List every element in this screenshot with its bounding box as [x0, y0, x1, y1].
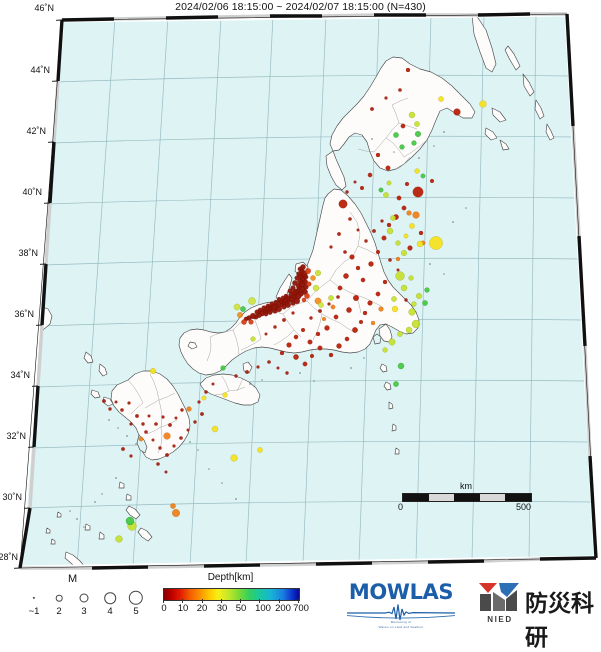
map-body [20, 14, 596, 568]
depth-tick-100: 100 [255, 603, 271, 614]
map-frame [17, 12, 599, 571]
depth-legend-title: Depth[km] [207, 572, 254, 583]
lat-label-46n: 46˚N [34, 3, 54, 13]
magnitude-label-5: 5 [133, 606, 139, 617]
magnitude-symbol-5 [128, 590, 144, 606]
depth-colorbar-ticks [163, 599, 299, 603]
lat-label-38n: 38˚N [18, 248, 38, 258]
scalebar-start: 0 [398, 502, 404, 512]
map-canvas[interactable]: 46˚N 44˚N 42˚N 40˚N 38˚N 36˚N 34˚N 32˚N … [0, 3, 601, 572]
map-svg [13, 12, 599, 571]
nied-mark-icon [479, 583, 519, 611]
depth-tick-200: 200 [275, 603, 291, 614]
scalebar-end: 500 [516, 502, 532, 512]
magnitude-symbol-2 [55, 594, 63, 602]
lat-label-34n: 34˚N [10, 370, 30, 380]
depth-tick-10: 10 [177, 603, 189, 614]
mowlas-logo[interactable]: MOWLAS Monitoring of Waves on Land and S… [345, 580, 457, 632]
mowlas-subtitle-line1: Monitoring of [390, 620, 412, 624]
magnitude-legend-title: M [68, 573, 78, 585]
mowlas-waveform-icon [346, 604, 456, 621]
coastlines [20, 14, 555, 568]
legend-bar: M ~1 2 3 4 5 Depth[km] 0 10 20 30 50 100… [0, 572, 601, 651]
lat-label-44n: 44˚N [30, 65, 50, 75]
mowlas-wordmark: MOWLAS [348, 580, 454, 604]
lat-label-32n: 32˚N [6, 431, 26, 441]
lat-label-42n: 42˚N [26, 126, 46, 136]
lat-label-36n: 36˚N [14, 309, 34, 319]
mowlas-subtitle-line2: Waves on Land and Seafloor [378, 625, 424, 629]
magnitude-label-2: 2 [56, 606, 62, 617]
depth-tick-0: 0 [161, 603, 167, 614]
nied-logo[interactable]: NIED 防災科研 [477, 578, 597, 651]
magnitude-label-1: ~1 [28, 606, 40, 617]
nied-abbreviation: NIED [487, 615, 513, 624]
page-title: 2024/02/06 18:15:00 ~ 2024/02/07 18:15:0… [175, 1, 426, 13]
epicenter-markers [69, 67, 487, 543]
scalebar [402, 493, 532, 502]
depth-tick-30: 30 [216, 603, 228, 614]
magnitude-symbol-3 [79, 593, 89, 603]
magnitude-legend-symbols [26, 589, 144, 607]
lat-label-40n: 40˚N [22, 187, 42, 197]
lat-label-30n: 30˚N [2, 492, 22, 502]
magnitude-symbol-1 [32, 596, 36, 600]
scalebar-unit: km [460, 481, 472, 491]
magnitude-label-3: 3 [81, 606, 87, 617]
depth-tick-20: 20 [196, 603, 208, 614]
depth-tick-50: 50 [235, 603, 247, 614]
nied-japanese-name: 防災科研 [525, 591, 594, 651]
axis-ticks [13, 19, 63, 569]
lat-label-28n: 28˚N [0, 552, 18, 562]
magnitude-label-4: 4 [107, 606, 113, 617]
depth-colorbar [163, 588, 300, 601]
magnitude-symbol-4 [104, 592, 116, 604]
depth-tick-700: 700 [293, 603, 309, 614]
